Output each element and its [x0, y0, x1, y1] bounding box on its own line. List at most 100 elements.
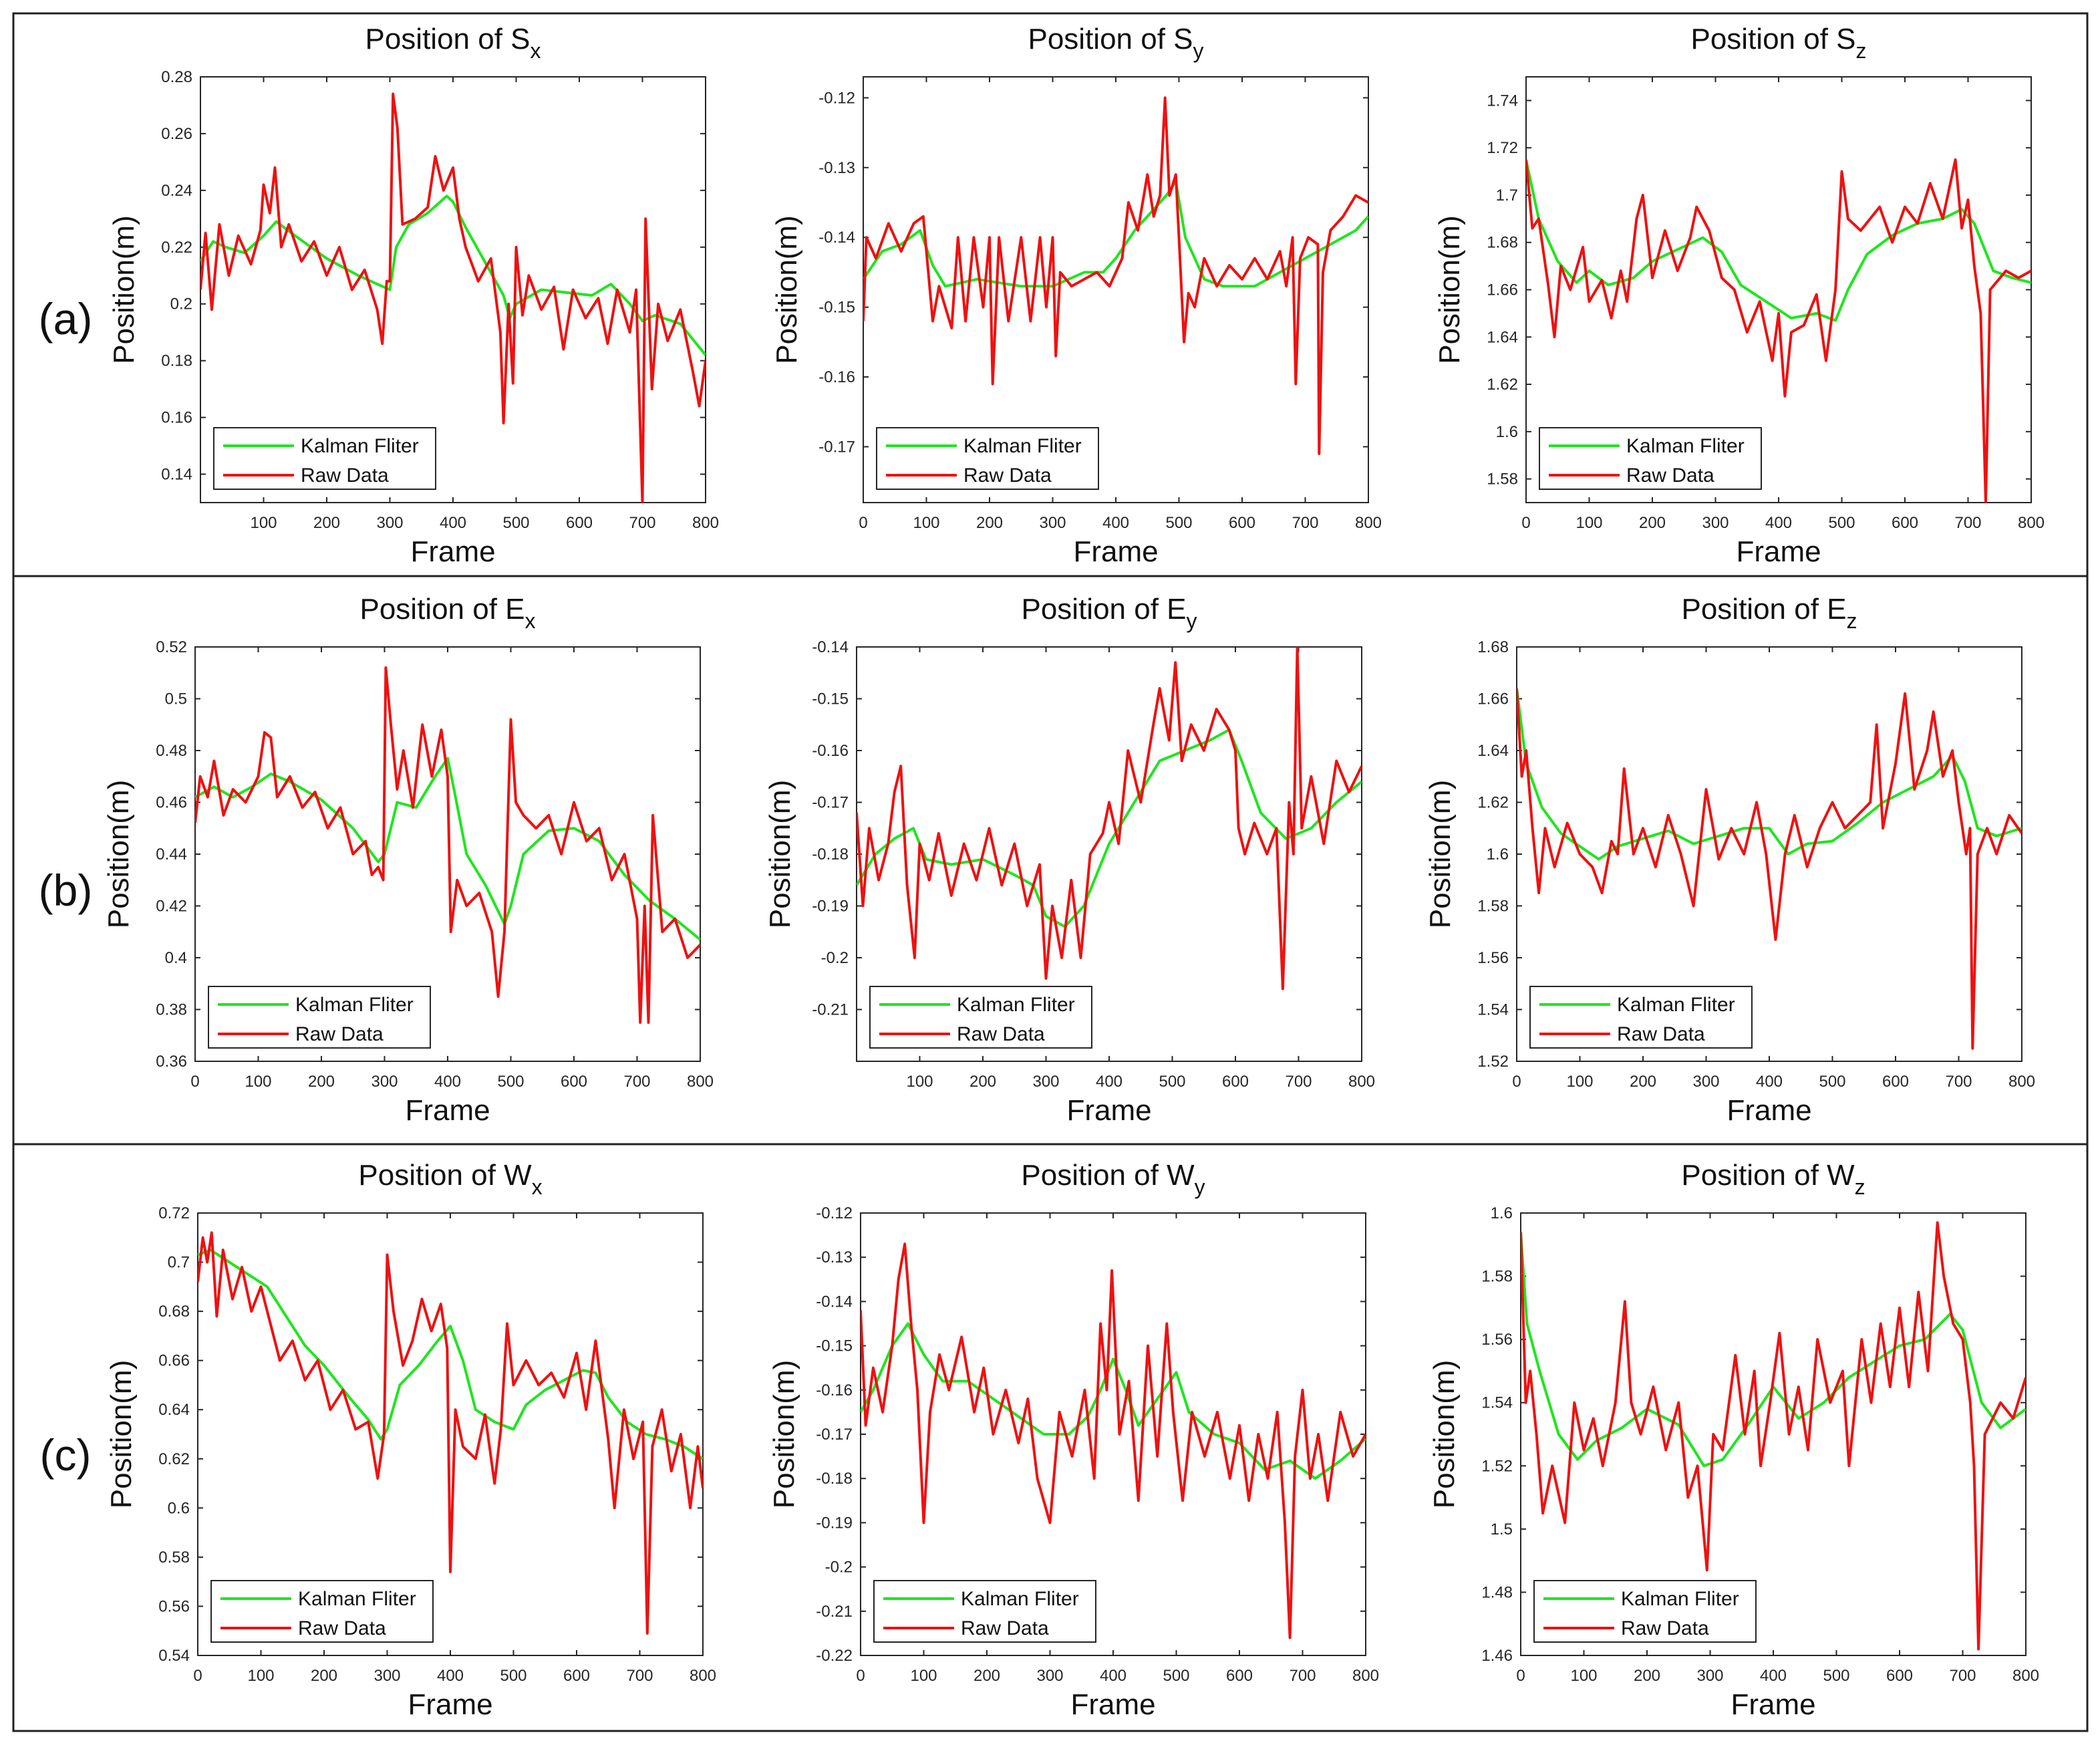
- y-tick-label: -0.21: [812, 1001, 849, 1019]
- raw-data-line: [857, 647, 1362, 990]
- y-tick-label: 1.66: [1487, 281, 1518, 299]
- legend-box: [873, 1580, 1096, 1643]
- chart-title-subscript: x: [531, 39, 541, 63]
- x-tick-label: 200: [969, 1073, 996, 1091]
- x-tick-label: 300: [1692, 1073, 1719, 1091]
- x-axis-label: Frame: [1731, 1688, 1815, 1721]
- y-tick-label: 1.7: [1496, 186, 1518, 205]
- row-label-c: (c): [40, 1430, 92, 1480]
- legend-label: Kalman Fliter: [1621, 1588, 1739, 1610]
- y-tick-label: -0.14: [816, 1293, 853, 1311]
- x-tick-label: 600: [563, 1667, 590, 1685]
- y-tick-label: 0.72: [158, 1204, 190, 1222]
- x-tick-label: 300: [373, 1667, 400, 1685]
- legend-label: Kalman Fliter: [295, 994, 414, 1016]
- x-tick-label: 500: [1159, 1073, 1185, 1091]
- x-tick-label: 400: [1096, 1073, 1122, 1091]
- raw-data-line: [198, 1231, 703, 1635]
- legend: Kalman Fliter Raw Data: [876, 427, 1099, 490]
- chart-title: Position of Wz: [1681, 1159, 1865, 1199]
- x-tick-label: 400: [1102, 514, 1129, 532]
- row-label-a: (a): [39, 294, 93, 344]
- chart-title-main: Position of S: [1690, 23, 1855, 55]
- y-tick-label: 0.64: [158, 1401, 190, 1419]
- x-tick-label: 100: [1566, 1073, 1593, 1091]
- x-tick-label: 800: [692, 514, 719, 532]
- y-tick-label: 0.22: [161, 239, 192, 257]
- x-tick-label: 200: [311, 1667, 337, 1685]
- x-tick-label: 700: [1954, 514, 1981, 532]
- x-tick-label: 600: [566, 514, 593, 532]
- x-tick-label: 200: [1634, 1667, 1660, 1685]
- y-tick-label: 0.4: [165, 949, 187, 967]
- y-tick-label: 0.26: [161, 125, 192, 143]
- x-tick-label: 800: [2012, 1667, 2039, 1685]
- y-tick-label: 0.7: [168, 1254, 190, 1272]
- y-tick-label: 0.52: [156, 638, 187, 656]
- series-group: [861, 1242, 1366, 1639]
- y-tick-label: -0.17: [816, 1426, 853, 1444]
- y-tick-label: -0.12: [818, 89, 855, 107]
- chart-title: Position of Ex: [359, 593, 535, 633]
- x-tick-label: 600: [1222, 1073, 1249, 1091]
- y-tick-label: 1.6: [1487, 845, 1509, 863]
- y-tick-label: 1.58: [1487, 471, 1518, 489]
- series-group: [1517, 688, 2022, 1050]
- legend-label: Raw Data: [1626, 464, 1714, 487]
- y-tick-label: -0.17: [818, 438, 855, 456]
- legend-box: [1539, 427, 1762, 490]
- chart-title: Position of Sz: [1690, 23, 1866, 63]
- row-label-b: (b): [39, 865, 93, 915]
- chart-title-main: Position of E: [1681, 593, 1846, 626]
- y-tick-label: -0.19: [812, 898, 849, 916]
- x-axis-label: Frame: [410, 535, 495, 568]
- y-axis-label: Position(m): [102, 780, 135, 929]
- y-tick-label: -0.15: [812, 690, 849, 708]
- legend-label: Kalman Fliter: [298, 1588, 416, 1610]
- x-tick-label: 700: [626, 1667, 653, 1685]
- x-tick-label: 600: [1892, 514, 1918, 532]
- legend-label: Kalman Fliter: [961, 1588, 1079, 1610]
- chart-title-subscript: z: [1855, 1175, 1865, 1199]
- legend-box: [213, 427, 436, 490]
- y-axis-label: Position(m): [1433, 215, 1466, 364]
- legend: Kalman Fliter Raw Data: [210, 1580, 434, 1643]
- series-group: [198, 1231, 703, 1635]
- chart-title-subscript: x: [532, 1175, 543, 1199]
- chart-title-subscript: y: [1187, 609, 1197, 633]
- y-tick-label: 1.52: [1481, 1457, 1513, 1475]
- y-tick-label: 0.2: [170, 295, 192, 313]
- y-tick-label: -0.17: [812, 794, 849, 812]
- x-tick-label: 600: [1882, 1073, 1909, 1091]
- y-tick-label: -0.14: [818, 229, 855, 247]
- x-axis-label: Frame: [1736, 535, 1821, 568]
- kalman-filter-line: [1526, 159, 2031, 322]
- y-tick-label: 0.5: [165, 690, 187, 708]
- x-tick-label: 100: [250, 514, 277, 532]
- x-tick-label: 400: [1100, 1667, 1127, 1685]
- chart-title-main: Position of W: [358, 1159, 532, 1192]
- chart-title-main: Position of S: [1028, 23, 1193, 55]
- x-tick-label: 600: [1229, 514, 1255, 532]
- x-tick-label: 300: [1032, 1073, 1059, 1091]
- x-tick-label: 300: [371, 1073, 398, 1091]
- raw-data-line: [1517, 688, 2022, 1050]
- x-tick-label: 700: [1949, 1667, 1976, 1685]
- y-tick-label: 0.6: [168, 1499, 190, 1517]
- chart-title: Position of Ez: [1681, 593, 1857, 633]
- chart-title: Position of Ey: [1021, 593, 1197, 633]
- y-tick-label: 0.36: [156, 1053, 187, 1071]
- legend: Kalman Fliter Raw Data: [873, 1580, 1096, 1643]
- x-tick-label: 700: [629, 514, 655, 532]
- y-tick-label: -0.16: [818, 368, 855, 386]
- legend-label: Raw Data: [1617, 1023, 1705, 1045]
- chart-title: Position of Sx: [365, 23, 541, 63]
- raw-data-line: [1526, 158, 2031, 503]
- y-tick-label: 1.54: [1481, 1394, 1513, 1412]
- x-axis-label: Frame: [1073, 535, 1158, 568]
- legend-label: Raw Data: [298, 1617, 386, 1639]
- x-tick-label: 300: [376, 514, 403, 532]
- charts-container: 100 200 300 400 500 600 700 800 0.14 0.16 0.18 0.2 0…: [102, 23, 2045, 1721]
- chart-sx: 100 200 300 400 500 600 700 800 0.14 0.16 0.18 0.2 0…: [108, 23, 719, 568]
- y-tick-label: 0.54: [158, 1647, 190, 1665]
